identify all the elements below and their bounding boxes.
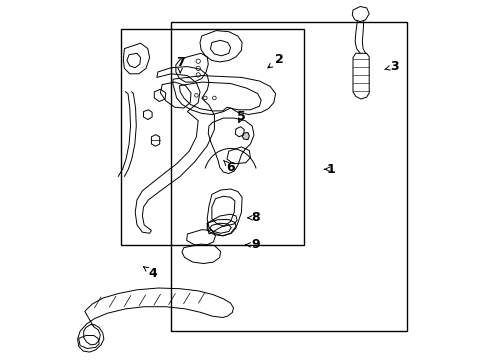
Text: 8: 8 xyxy=(248,211,260,224)
Text: 2: 2 xyxy=(268,53,284,68)
Text: 1: 1 xyxy=(324,163,336,176)
Text: 4: 4 xyxy=(144,267,158,280)
Text: 6: 6 xyxy=(223,160,235,174)
Text: 7: 7 xyxy=(176,57,185,73)
Text: 3: 3 xyxy=(385,60,399,73)
Text: 9: 9 xyxy=(245,238,260,251)
Text: 5: 5 xyxy=(237,111,246,123)
Polygon shape xyxy=(242,132,249,140)
